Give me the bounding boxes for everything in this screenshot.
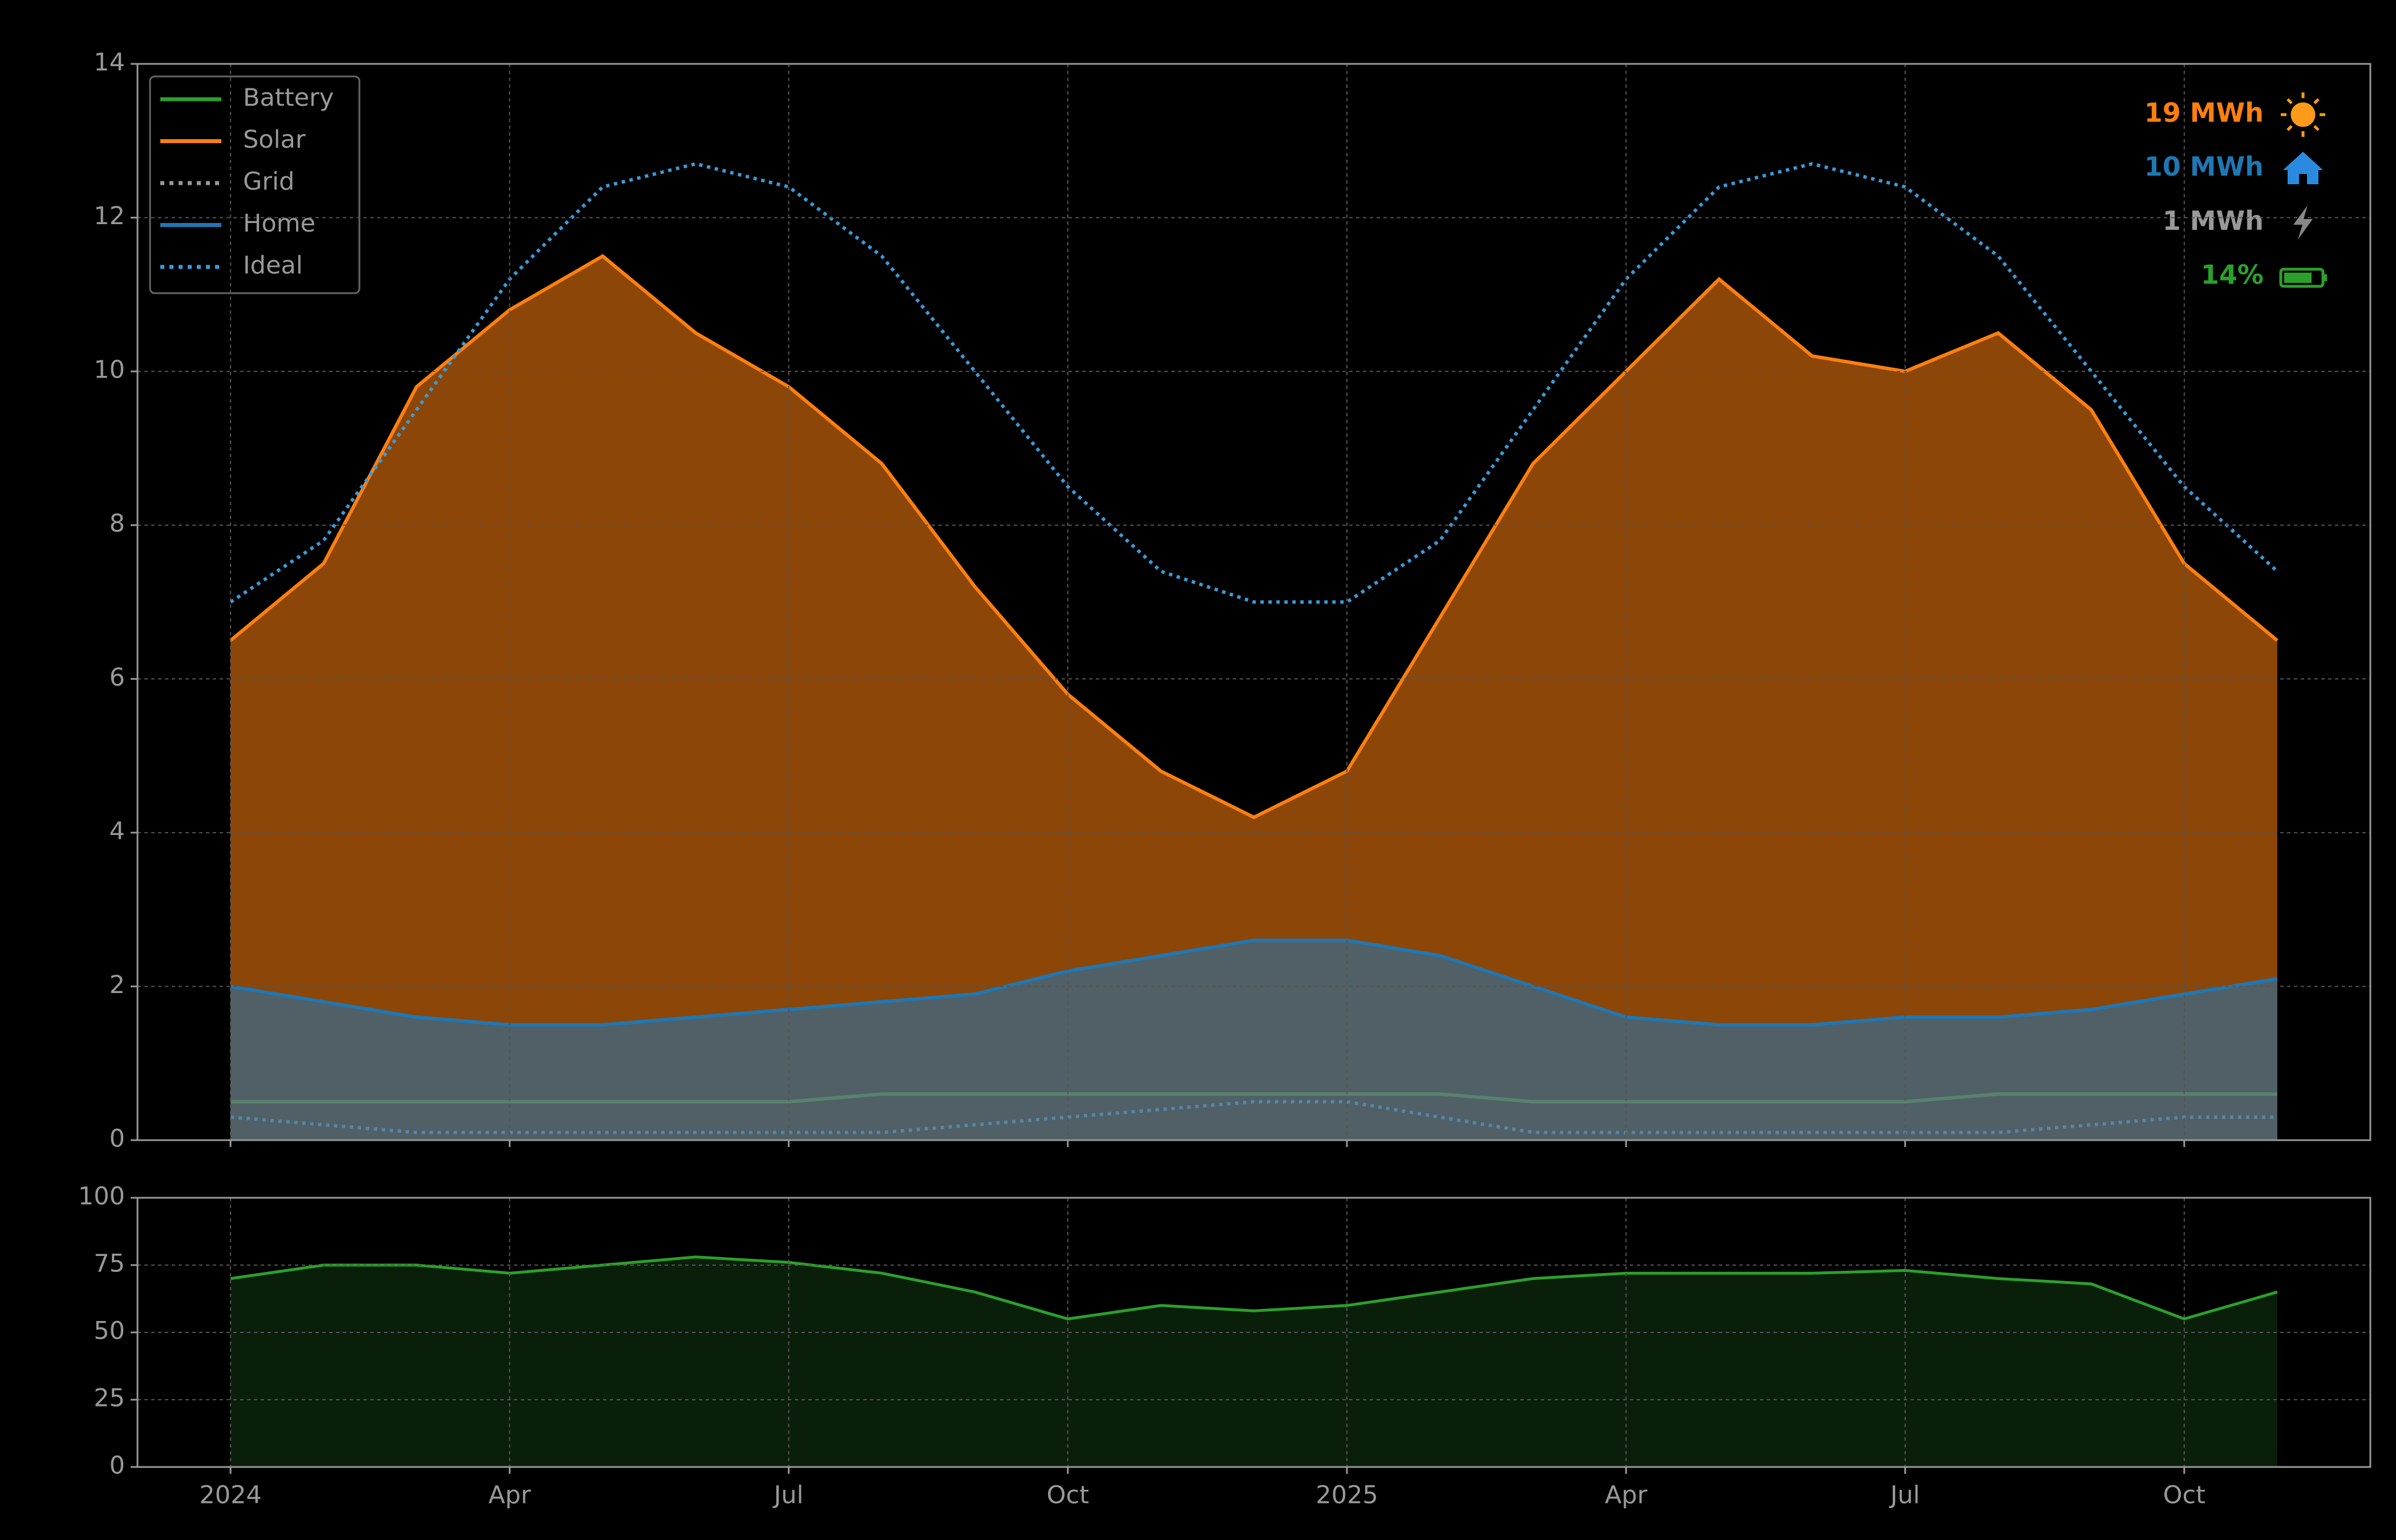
y-tick-label: 2 [110, 971, 125, 999]
x-tick-label: Oct [2163, 1481, 2205, 1510]
y-tick-label: 25 [94, 1384, 125, 1413]
legend-label: Grid [243, 168, 294, 196]
home-icon [2283, 152, 2323, 184]
y-tick-label: 75 [94, 1250, 125, 1278]
y-tick-label: 6 [110, 663, 125, 692]
y-tick-label: 4 [110, 817, 125, 845]
sun-icon [2281, 92, 2325, 137]
x-tick-label: Oct [1047, 1481, 1089, 1510]
series-line [229, 254, 2278, 820]
x-tick-label: Jul [772, 1481, 804, 1510]
y-tick-label: 0 [110, 1125, 125, 1153]
y-tick-label: 100 [78, 1182, 125, 1211]
battery-line [230, 1255, 2278, 1321]
x-tick-label: 2025 [1316, 1481, 1378, 1510]
stat-label: 10 MWh [2144, 151, 2264, 182]
legend-label: Ideal [243, 252, 303, 280]
legend-box [149, 75, 361, 294]
series-area [230, 940, 2277, 1140]
battery-icon [2279, 268, 2325, 288]
stat-icons [2279, 92, 2327, 288]
stat-label: 1 MWh [2163, 205, 2264, 236]
series-area [230, 256, 2277, 1140]
y-tick-label: 50 [94, 1317, 125, 1346]
y-tick-label: 12 [94, 202, 125, 230]
legend-label: Battery [243, 84, 334, 112]
plot-frame [136, 1197, 2371, 1468]
battery-cap [2324, 274, 2327, 281]
x-tick-label: Apr [488, 1481, 531, 1510]
y-tick-label: 14 [94, 48, 125, 77]
stat-label: 19 MWh [2144, 98, 2264, 128]
series-line [230, 938, 2278, 1027]
home-door [2299, 174, 2307, 184]
y-tick-label: 0 [110, 1452, 125, 1480]
y-tick-label: 10 [94, 356, 125, 384]
x-tick-label: Apr [1605, 1481, 1648, 1510]
plot-frame [136, 63, 2371, 1141]
grid-icon [2293, 205, 2313, 240]
x-tick-label: Jul [1889, 1481, 1920, 1510]
battery-area [230, 1257, 2277, 1467]
stat-label: 14% [2201, 260, 2264, 290]
legend-label: Solar [243, 125, 306, 154]
y-tick-label: 8 [110, 509, 125, 538]
legend-label: Home [243, 209, 315, 238]
battery-fill [2284, 273, 2312, 283]
x-tick-label: 2024 [199, 1481, 261, 1510]
